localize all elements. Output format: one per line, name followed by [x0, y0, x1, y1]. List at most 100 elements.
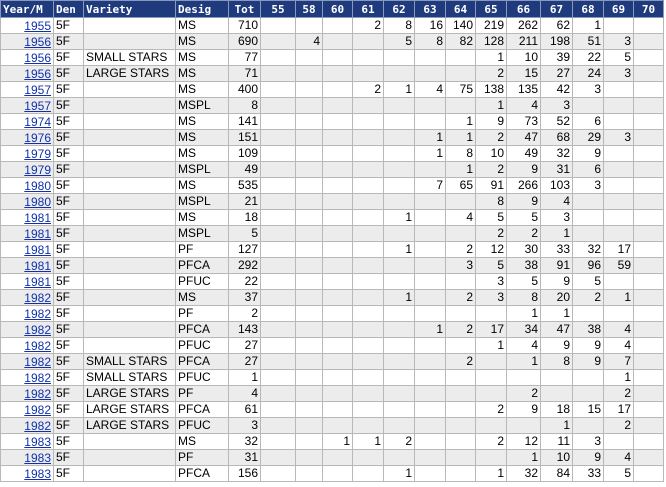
table-cell: 8 [445, 145, 476, 162]
year-link[interactable]: 1982 [0, 353, 54, 370]
table-cell [83, 97, 176, 114]
year-link[interactable]: 1982 [0, 289, 54, 306]
table-cell: 9 [506, 401, 541, 418]
year-link[interactable]: 1974 [0, 113, 54, 130]
table-cell [322, 113, 353, 130]
table-cell [633, 33, 664, 50]
year-link[interactable]: 1982 [0, 305, 54, 322]
table-cell [260, 129, 296, 146]
table-cell [352, 65, 384, 82]
column-header[interactable]: 70 [633, 0, 664, 18]
table-cell: MSPL [175, 193, 229, 210]
year-link[interactable]: 1976 [0, 129, 54, 146]
year-link[interactable]: 1956 [0, 49, 54, 66]
column-header[interactable]: 61 [352, 0, 384, 18]
table-cell: 9 [506, 161, 541, 178]
table-cell [260, 273, 296, 290]
column-header[interactable]: 60 [322, 0, 353, 18]
table-cell [83, 337, 176, 354]
year-link[interactable]: 1982 [0, 417, 54, 434]
column-header[interactable]: 62 [383, 0, 415, 18]
table-cell [603, 193, 634, 210]
column-header[interactable]: 66 [506, 0, 541, 18]
table-cell: 47 [506, 129, 541, 146]
table-cell [322, 193, 353, 210]
year-link[interactable]: 1983 [0, 449, 54, 466]
table-cell: 2 [506, 385, 541, 402]
table-cell: 156 [228, 465, 261, 482]
table-cell [352, 161, 384, 178]
table-cell [414, 193, 446, 210]
table-cell: 6 [572, 113, 604, 130]
year-link[interactable]: 1955 [0, 17, 54, 34]
table-cell [260, 65, 296, 82]
table-cell: 141 [228, 113, 261, 130]
table-cell: 5F [53, 97, 84, 114]
year-link[interactable]: 1981 [0, 209, 54, 226]
table-cell [295, 289, 323, 306]
column-header[interactable]: 55 [260, 0, 296, 18]
year-link[interactable]: 1981 [0, 225, 54, 242]
column-header[interactable]: 68 [572, 0, 604, 18]
table-cell [322, 385, 353, 402]
table-cell: 65 [445, 177, 476, 194]
table-row: 1979 5F MSPL 49 1 2 9 31 6 [0, 161, 664, 178]
table-cell: 1 [352, 433, 384, 450]
year-link[interactable]: 1979 [0, 161, 54, 178]
table-cell [603, 177, 634, 194]
table-cell [445, 97, 476, 114]
year-link[interactable]: 1982 [0, 369, 54, 386]
table-cell [603, 97, 634, 114]
table-cell: 8 [383, 17, 415, 34]
table-cell: 5F [53, 257, 84, 274]
column-header[interactable]: 58 [295, 0, 323, 18]
year-link[interactable]: 1957 [0, 81, 54, 98]
column-header[interactable]: Year/M [0, 0, 54, 18]
table-cell [383, 177, 415, 194]
table-cell [295, 305, 323, 322]
table-cell [260, 369, 296, 386]
table-cell: 138 [475, 81, 507, 98]
table-row: 1956 5F SMALL STARS MS 77 1 10 39 22 5 [0, 49, 664, 66]
year-link[interactable]: 1980 [0, 177, 54, 194]
table-row: 1976 5F MS 151 1 1 2 47 68 29 3 [0, 129, 664, 146]
table-cell [322, 209, 353, 226]
table-cell [295, 49, 323, 66]
table-cell: MS [175, 129, 229, 146]
table-cell: 18 [540, 401, 573, 418]
year-link[interactable]: 1980 [0, 193, 54, 210]
column-header[interactable]: 64 [445, 0, 476, 18]
year-link[interactable]: 1982 [0, 337, 54, 354]
table-cell: 27 [228, 337, 261, 354]
column-header[interactable]: 65 [475, 0, 507, 18]
table-cell [445, 449, 476, 466]
table-cell: 7 [414, 177, 446, 194]
table-cell [633, 17, 664, 34]
table-cell [383, 113, 415, 130]
year-link[interactable]: 1982 [0, 385, 54, 402]
year-link[interactable]: 1981 [0, 241, 54, 258]
table-cell [414, 353, 446, 370]
table-cell: 1 [383, 241, 415, 258]
year-link[interactable]: 1982 [0, 401, 54, 418]
column-header[interactable]: Den [53, 0, 84, 18]
column-header[interactable]: Tot [228, 0, 261, 18]
year-link[interactable]: 1983 [0, 465, 54, 482]
column-header[interactable]: 67 [540, 0, 573, 18]
column-header[interactable]: Desig [175, 0, 229, 18]
table-cell [445, 465, 476, 482]
table-cell [322, 145, 353, 162]
year-link[interactable]: 1981 [0, 273, 54, 290]
column-header[interactable]: 63 [414, 0, 446, 18]
year-link[interactable]: 1956 [0, 65, 54, 82]
year-link[interactable]: 1981 [0, 257, 54, 274]
year-link[interactable]: 1956 [0, 33, 54, 50]
column-header[interactable]: Variety [83, 0, 176, 18]
year-link[interactable]: 1983 [0, 433, 54, 450]
year-link[interactable]: 1979 [0, 145, 54, 162]
table-cell [414, 113, 446, 130]
column-header[interactable]: 69 [603, 0, 634, 18]
year-link[interactable]: 1957 [0, 97, 54, 114]
table-cell [322, 129, 353, 146]
year-link[interactable]: 1982 [0, 321, 54, 338]
